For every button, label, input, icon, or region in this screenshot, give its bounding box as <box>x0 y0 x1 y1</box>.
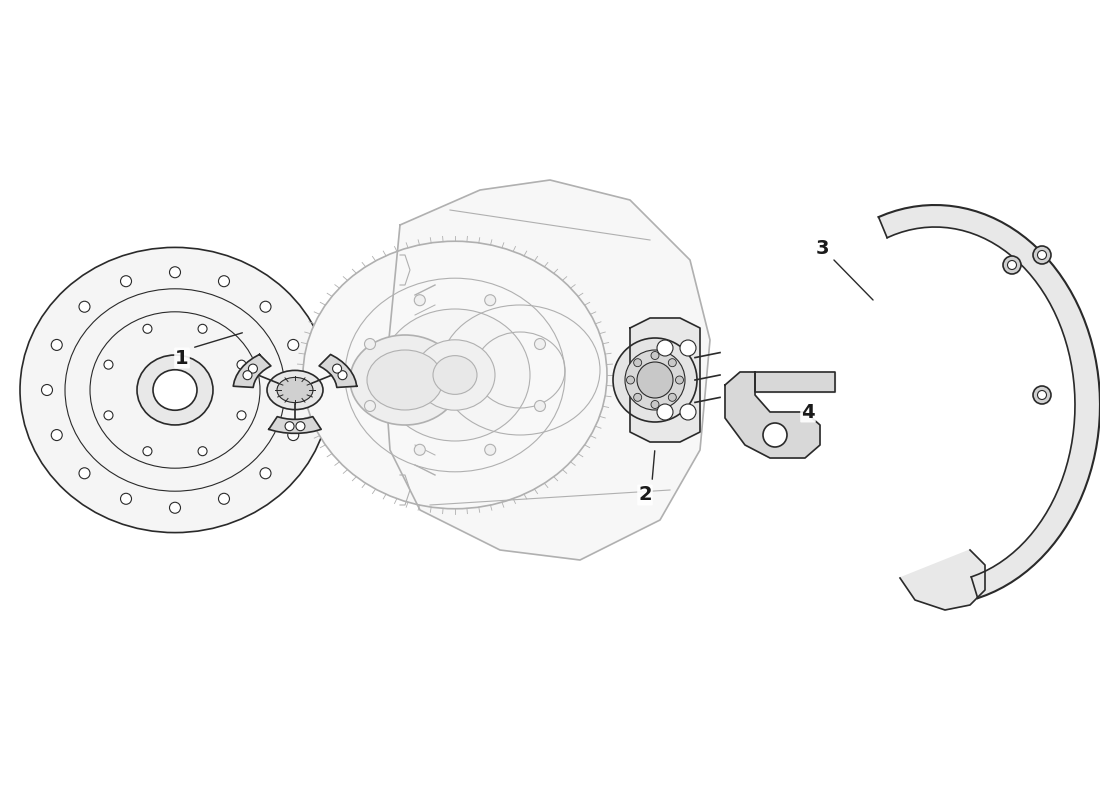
Circle shape <box>296 422 305 430</box>
Polygon shape <box>879 205 1100 598</box>
Circle shape <box>1037 390 1046 399</box>
Polygon shape <box>268 417 321 434</box>
Circle shape <box>169 502 180 514</box>
Polygon shape <box>385 180 710 560</box>
Ellipse shape <box>153 370 197 410</box>
Circle shape <box>669 358 676 366</box>
Circle shape <box>79 302 90 312</box>
Circle shape <box>104 360 113 369</box>
Ellipse shape <box>415 340 495 410</box>
Circle shape <box>1008 261 1016 270</box>
Circle shape <box>104 411 113 420</box>
Polygon shape <box>900 550 984 610</box>
Ellipse shape <box>267 370 323 410</box>
Ellipse shape <box>138 355 213 425</box>
Circle shape <box>634 358 641 366</box>
Text: 1: 1 <box>175 349 189 367</box>
Circle shape <box>669 394 676 402</box>
Circle shape <box>121 276 132 286</box>
Text: 2: 2 <box>638 486 652 505</box>
Circle shape <box>288 430 299 441</box>
Circle shape <box>249 364 257 373</box>
Polygon shape <box>755 372 835 392</box>
Circle shape <box>79 468 90 478</box>
Circle shape <box>42 385 53 395</box>
Ellipse shape <box>379 309 530 441</box>
Circle shape <box>535 338 546 350</box>
Circle shape <box>763 423 786 447</box>
Circle shape <box>1033 386 1050 404</box>
Circle shape <box>169 266 180 278</box>
Circle shape <box>121 494 132 504</box>
Circle shape <box>680 404 696 420</box>
Circle shape <box>657 404 673 420</box>
Circle shape <box>675 376 683 384</box>
Ellipse shape <box>625 350 685 410</box>
Polygon shape <box>233 354 271 387</box>
Circle shape <box>236 411 246 420</box>
Ellipse shape <box>637 362 673 398</box>
Ellipse shape <box>277 378 313 402</box>
Circle shape <box>143 446 152 456</box>
Circle shape <box>219 494 230 504</box>
Polygon shape <box>725 372 820 458</box>
Ellipse shape <box>367 350 443 410</box>
Circle shape <box>680 340 696 356</box>
Ellipse shape <box>302 242 607 509</box>
Circle shape <box>260 302 271 312</box>
Polygon shape <box>630 318 700 442</box>
Circle shape <box>143 324 152 334</box>
Circle shape <box>1003 256 1021 274</box>
Circle shape <box>485 294 496 306</box>
Ellipse shape <box>613 338 697 422</box>
Circle shape <box>657 340 673 356</box>
Circle shape <box>297 385 308 395</box>
Circle shape <box>651 401 659 409</box>
Circle shape <box>285 422 294 430</box>
Circle shape <box>236 360 246 369</box>
Polygon shape <box>319 354 356 387</box>
Circle shape <box>1033 246 1050 264</box>
Circle shape <box>415 444 426 455</box>
Circle shape <box>634 394 641 402</box>
Circle shape <box>1037 250 1046 259</box>
Circle shape <box>651 351 659 359</box>
Circle shape <box>260 468 271 478</box>
Circle shape <box>198 324 207 334</box>
Circle shape <box>219 276 230 286</box>
Circle shape <box>198 446 207 456</box>
Circle shape <box>243 370 252 380</box>
Text: 3: 3 <box>815 238 828 258</box>
Circle shape <box>52 430 63 441</box>
Circle shape <box>332 364 342 373</box>
Circle shape <box>288 339 299 350</box>
Circle shape <box>52 339 63 350</box>
Ellipse shape <box>350 335 460 425</box>
Ellipse shape <box>20 247 330 533</box>
Circle shape <box>338 370 346 380</box>
Circle shape <box>364 338 375 350</box>
Ellipse shape <box>433 356 477 394</box>
Circle shape <box>627 376 635 384</box>
Circle shape <box>485 444 496 455</box>
Circle shape <box>415 294 426 306</box>
Circle shape <box>364 401 375 411</box>
Circle shape <box>535 401 546 411</box>
Text: 4: 4 <box>801 402 815 422</box>
